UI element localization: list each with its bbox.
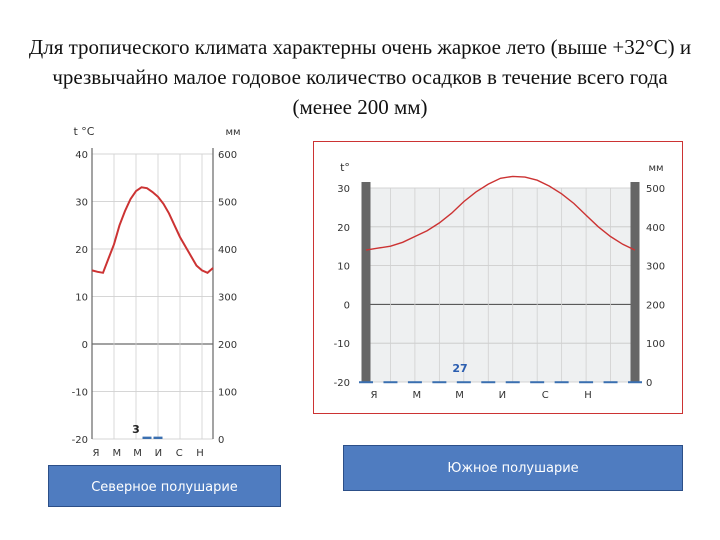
month-label: М — [112, 448, 121, 459]
temperature-line — [91, 186, 214, 274]
precip-tick-label: 300 — [646, 262, 665, 273]
temp-axis-label: t °C — [74, 125, 95, 138]
month-label: Я — [371, 390, 378, 401]
precip-axis-label: мм — [225, 127, 240, 138]
plot-background — [366, 188, 635, 382]
precip-tick-label: 0 — [218, 435, 224, 446]
precipitation-bar — [579, 381, 594, 384]
temp-tick-label: 0 — [344, 300, 350, 311]
precipitation-bar — [456, 381, 471, 384]
precipitation-bar — [628, 381, 642, 384]
precip-tick-label: 200 — [646, 300, 665, 311]
precip-tick-label: 500 — [218, 198, 237, 209]
precip-tick-label: 400 — [218, 245, 237, 256]
precip-tick-label: 600 — [218, 150, 237, 161]
temp-tick-label: 40 — [75, 150, 88, 161]
annual-precipitation-label: 3 — [132, 423, 140, 436]
precipitation-bar — [554, 381, 569, 384]
month-label: Я — [93, 448, 100, 459]
temp-tick-label: 0 — [82, 340, 88, 351]
precipitation-bar — [481, 381, 496, 384]
precipitation-bar — [407, 381, 422, 384]
precip-tick-label: 100 — [646, 339, 665, 350]
temp-tick-label: 10 — [75, 293, 88, 304]
month-label: М — [455, 390, 464, 401]
temp-tick-label: -20 — [334, 378, 350, 389]
month-label: Н — [584, 390, 592, 401]
temp-tick-label: -20 — [72, 435, 88, 446]
precip-axis-label: мм — [648, 163, 663, 174]
month-label: И — [499, 390, 506, 401]
temp-tick-label: 20 — [337, 223, 350, 234]
precipitation-bar — [505, 381, 520, 384]
temperature-line — [365, 175, 636, 251]
precip-tick-label: 200 — [218, 340, 237, 351]
south-hemisphere-caption: Южное полушарие — [343, 445, 683, 491]
temp-tick-label: 30 — [75, 198, 88, 209]
month-label: И — [155, 448, 162, 459]
precip-tick-label: 100 — [218, 388, 237, 399]
month-label: М — [412, 390, 421, 401]
precipitation-bar — [359, 381, 373, 384]
annual-precipitation-label: 27 — [452, 362, 467, 375]
temp-tick-label: 20 — [75, 245, 88, 256]
temp-tick-label: 10 — [337, 262, 350, 273]
precipitation-bar — [432, 381, 447, 384]
month-label: М — [133, 448, 142, 459]
north-hemisphere-caption: Северное полушарие — [48, 465, 281, 507]
page-title: Для тропического климата характерны очен… — [28, 35, 692, 119]
precip-tick-label: 500 — [646, 184, 665, 195]
month-label: С — [542, 390, 549, 401]
south-climate-chart-frame: 30 20 10 0 -10 -20 500 400 300 200 100 0 t° мм Я М М И С Н 2… — [313, 141, 683, 414]
precipitation-bar — [603, 381, 618, 384]
precip-tick-label: 300 — [218, 293, 237, 304]
temp-tick-label: 30 — [337, 184, 350, 195]
precipitation-bar — [383, 381, 398, 384]
temp-axis-label: t° — [340, 161, 350, 174]
precipitation-bar — [530, 381, 545, 384]
temp-tick-label: -10 — [334, 339, 350, 350]
precipitation-bar — [153, 436, 163, 439]
precip-tick-label: 400 — [646, 223, 665, 234]
temp-tick-label: -10 — [72, 388, 88, 399]
precip-tick-label: 0 — [646, 378, 652, 389]
month-label: С — [176, 448, 183, 459]
precipitation-bar — [142, 436, 152, 439]
month-label: Н — [196, 448, 204, 459]
